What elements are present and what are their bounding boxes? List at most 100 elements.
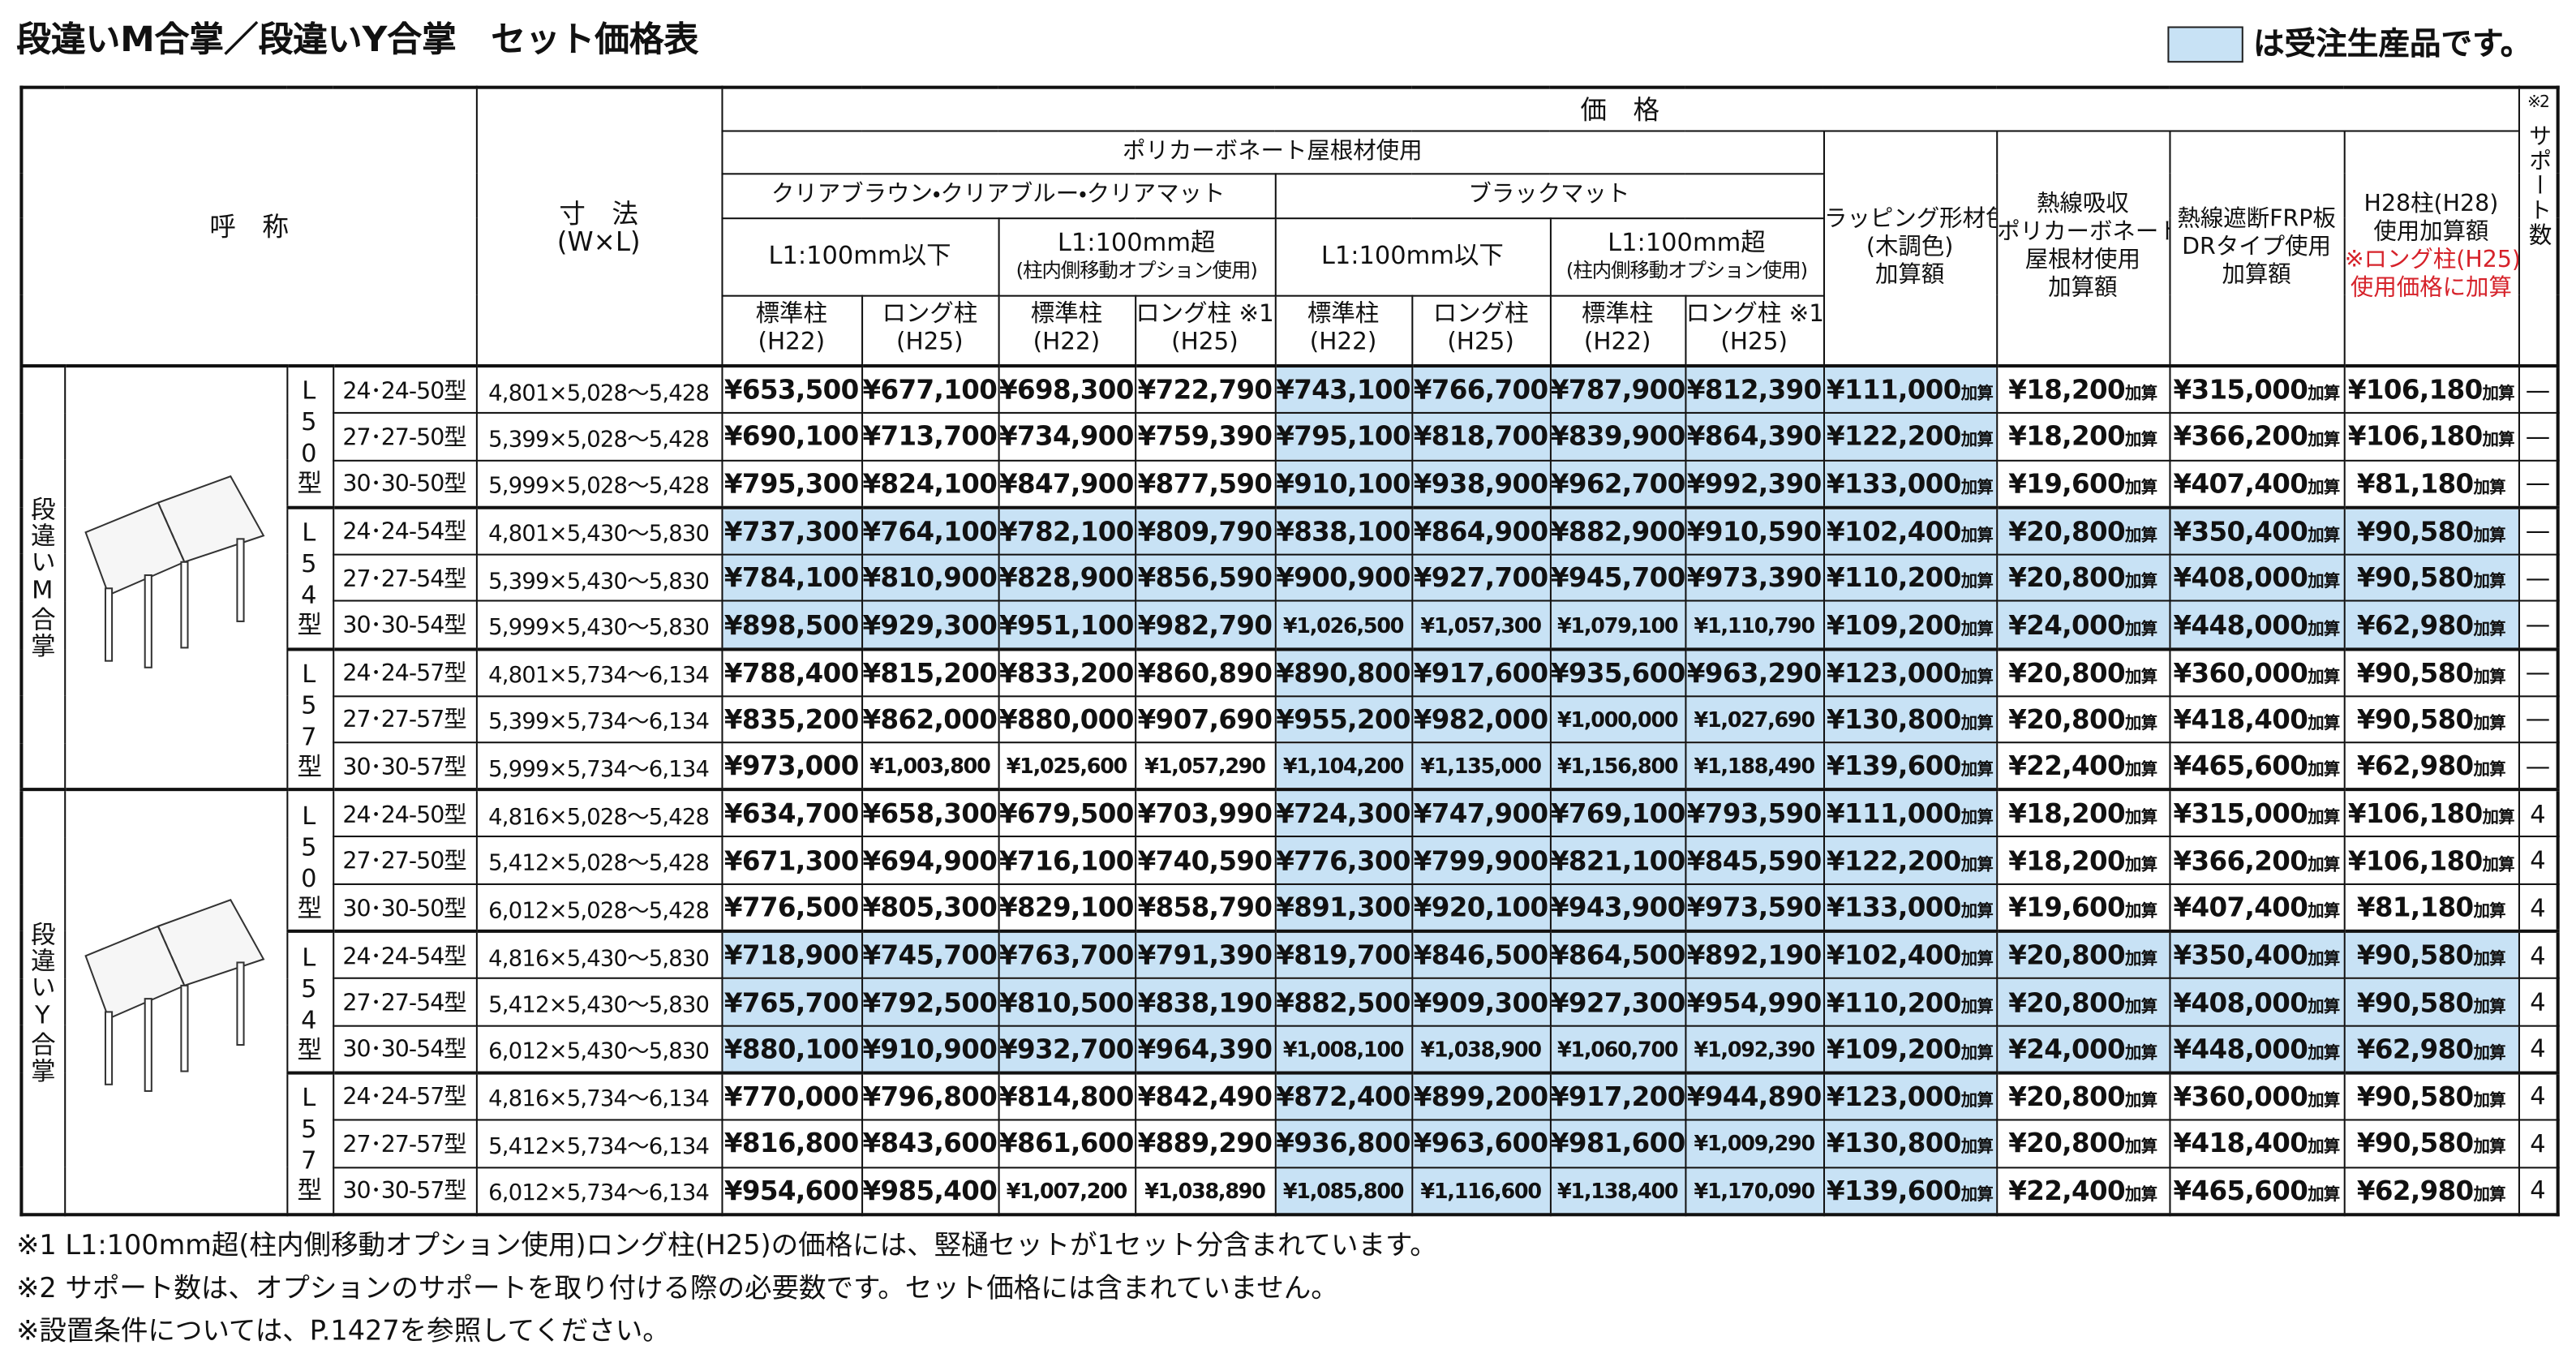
model-code: 24･24-57型 <box>332 647 477 697</box>
header-post-line: (H22) <box>1309 329 1377 357</box>
length-group: L50型 <box>286 788 334 933</box>
addon-suffix: 加算 <box>2308 479 2340 498</box>
addon-suffix: 加算 <box>2308 620 2340 639</box>
addon-suffix: 加算 <box>2473 1186 2506 1205</box>
length-group-text: L57型 <box>294 1083 324 1204</box>
price-cell: ¥1,079,100 <box>1548 600 1686 650</box>
addon-cell: ¥90,580加算 <box>2342 1071 2520 1121</box>
model-code: 27･27-54型 <box>332 553 477 603</box>
addon-cell: ¥139,600加算 <box>1823 741 1998 791</box>
table-row: 27･27-50型 5,412×5,028～5,428 ¥671,300 ¥694,9… <box>21 836 2559 886</box>
addon-cell: ¥62,980加算 <box>2342 600 2520 650</box>
price-cell: ¥858,790 <box>1134 883 1276 933</box>
price-cell: ¥864,390 <box>1684 412 1825 462</box>
addon-value: ¥465,600 <box>2173 1174 2308 1206</box>
price-cell: ¥799,900 <box>1410 836 1551 886</box>
model-code: 30･30-54型 <box>332 1025 477 1074</box>
addon-suffix: 加算 <box>2473 526 2506 546</box>
price-cell: ¥927,300 <box>1548 978 1686 1027</box>
price-cell: ¥829,100 <box>997 883 1136 933</box>
support-count: — <box>2518 553 2559 603</box>
price-cell: ¥880,100 <box>720 1025 863 1074</box>
addon-suffix: 加算 <box>2473 1092 2506 1111</box>
header-name: 呼 称 <box>20 86 477 367</box>
addon-value: ¥110,200 <box>1827 986 1961 1018</box>
price-cell: ¥981,600 <box>1548 1119 1686 1168</box>
addon-suffix: 加算 <box>2473 668 2506 687</box>
price-cell: ¥835,200 <box>720 694 863 744</box>
price-cell: ¥776,300 <box>1273 836 1413 886</box>
addon-suffix: 加算 <box>2473 1044 2506 1064</box>
support-count: — <box>2518 412 2559 462</box>
header-post-line: 標準柱 <box>755 302 827 329</box>
header-l1-short: L1:100mm以下 <box>720 217 999 296</box>
addon-cell: ¥315,000加算 <box>2168 788 2345 838</box>
table-row: 27･27-57型 5,399×5,734～6,134 ¥835,200 ¥862,0… <box>21 694 2559 744</box>
price-cell: ¥973,000 <box>720 741 863 791</box>
table-row: 30･30-54型 5,999×5,430～5,830 ¥898,500 ¥929,3… <box>21 600 2559 650</box>
price-cell: ¥791,390 <box>1134 930 1276 980</box>
price-cell: ¥658,300 <box>861 788 999 838</box>
header-note2: ※2 <box>2527 93 2550 113</box>
addon-cell: ¥360,000加算 <box>2168 1071 2345 1121</box>
header-addon-line: 加算額 <box>1874 261 1945 289</box>
price-cell: ¥703,990 <box>1134 788 1276 838</box>
addon-value: ¥123,000 <box>1827 1081 1961 1113</box>
model-size: 5,999×5,028～5,428 <box>474 459 723 509</box>
model-size: 4,801×5,734～6,134 <box>474 647 723 697</box>
support-count: 4 <box>2518 1166 2559 1215</box>
addon-cell: ¥90,580加算 <box>2342 1119 2520 1168</box>
header-addon-line: 熱線吸収 <box>2036 191 2129 218</box>
header-post-line: (H25) <box>1447 329 1514 357</box>
addon-cell: ¥90,580加算 <box>2342 553 2520 603</box>
price-cell: ¥1,188,490 <box>1684 741 1825 791</box>
price-cell: ¥743,100 <box>1273 364 1413 415</box>
price-cell: ¥936,800 <box>1273 1119 1413 1168</box>
group-name-text: 段違いY合掌 <box>28 920 58 1084</box>
price-cell: ¥951,100 <box>997 600 1136 650</box>
addon-cell: ¥408,000加算 <box>2168 553 2345 603</box>
price-cell: ¥910,100 <box>1273 459 1413 509</box>
price-cell: ¥900,900 <box>1273 553 1413 603</box>
addon-suffix: 加算 <box>1960 1044 1994 1064</box>
model-code: 24･24-50型 <box>332 788 477 838</box>
model-code: 24･24-50型 <box>332 364 477 415</box>
addon-suffix: 加算 <box>2473 715 2506 733</box>
price-cell: ¥810,900 <box>861 553 999 603</box>
addon-value: ¥465,600 <box>2173 750 2308 782</box>
footnote: ※2 サポート数は、オプションのサポートを取り付ける際の必要数です。セット価格に… <box>16 1272 1338 1304</box>
price-cell: ¥920,100 <box>1410 883 1551 933</box>
header-post-line: 標準柱 <box>1030 302 1103 329</box>
model-size: 6,012×5,734～6,134 <box>474 1166 723 1215</box>
table-row: 段違いY合掌 L50型 24･24-50型 4,816×5,028～5,428 ¥63… <box>20 788 2559 1215</box>
addon-value: ¥139,600 <box>1827 1174 1961 1206</box>
addon-suffix: 加算 <box>2308 856 2340 875</box>
header-clear: クリアブラウン・クリアブルー・クリアマット <box>720 172 1276 219</box>
addon-cell: ¥465,600加算 <box>2168 1166 2345 1215</box>
model-code: 30･30-57型 <box>332 741 477 791</box>
price-cell: ¥766,700 <box>1410 364 1551 415</box>
price-cell: ¥929,300 <box>861 600 999 650</box>
price-cell: ¥985,400 <box>861 1166 999 1215</box>
price-cell: ¥899,200 <box>1410 1071 1551 1121</box>
addon-value: ¥315,000 <box>2173 374 2308 406</box>
addon-cell: ¥122,200加算 <box>1823 836 1998 886</box>
price-cell: ¥793,590 <box>1684 788 1825 838</box>
addon-value: ¥81,180 <box>2356 467 2474 500</box>
header-h28-note: 使用価格に加算 <box>2350 275 2512 303</box>
header-post: 標準柱 (H22) <box>1548 294 1686 367</box>
header-price: 価 格 <box>720 86 2520 131</box>
table-row: L54型 24･24-54型 4,801×5,430～5,830 ¥737,300 ¥7… <box>21 505 2559 650</box>
model-size: 4,816×5,430～5,830 <box>474 930 723 980</box>
price-cell: ¥943,900 <box>1548 883 1686 933</box>
addon-suffix: 加算 <box>2473 998 2506 1016</box>
header-addon-line: 加算額 <box>2222 261 2291 289</box>
addon-value: ¥90,580 <box>2356 986 2474 1018</box>
model-code: 30･30-50型 <box>332 459 477 509</box>
addon-value: ¥20,800 <box>2008 1128 2126 1159</box>
addon-cell: ¥133,000加算 <box>1823 459 1998 509</box>
addon-cell: ¥418,400加算 <box>2168 1119 2345 1168</box>
addon-value: ¥90,580 <box>2356 1081 2474 1113</box>
addon-value: ¥133,000 <box>1827 892 1961 923</box>
addon-suffix: 加算 <box>2125 1186 2157 1205</box>
